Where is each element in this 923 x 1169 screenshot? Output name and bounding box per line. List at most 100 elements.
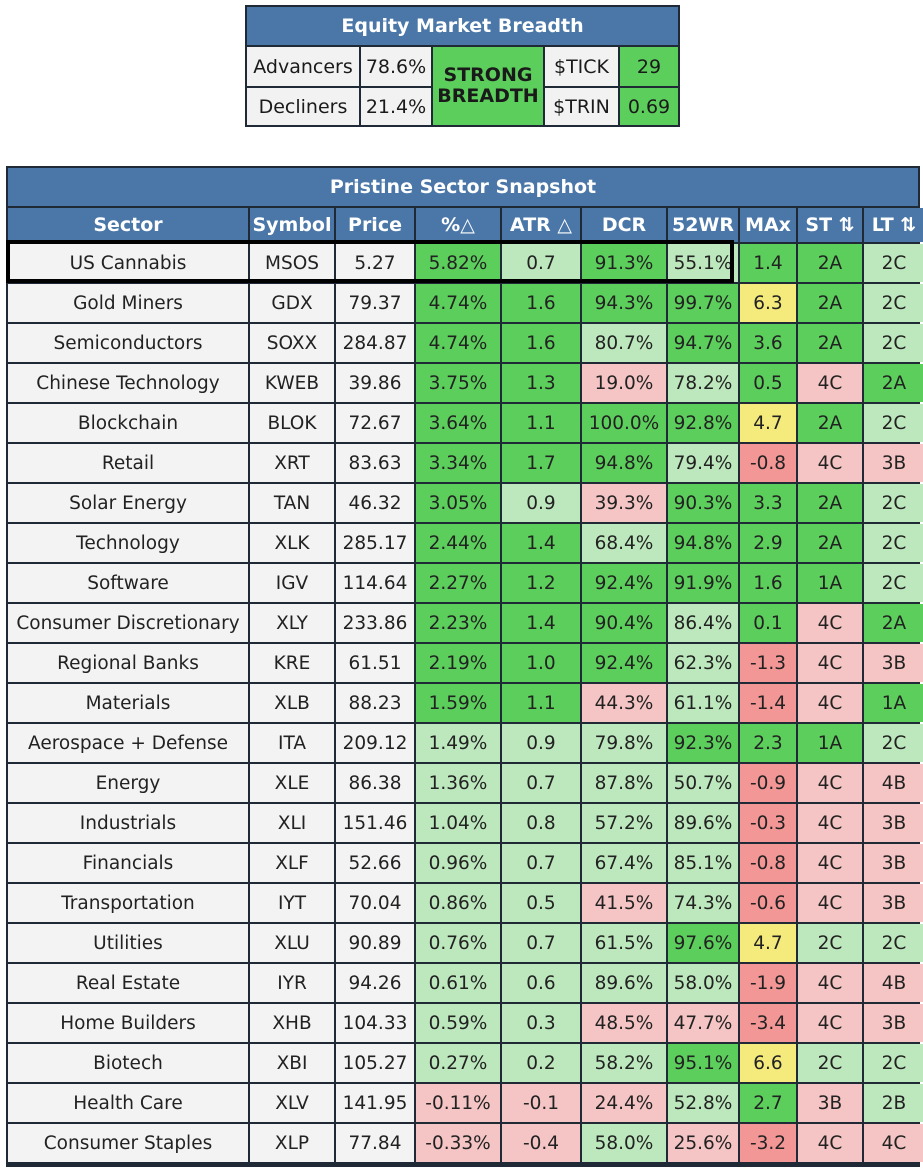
cell-st: 2C	[798, 924, 862, 962]
cell-lt: 2A	[864, 364, 923, 402]
cell-52wr: 58.0%	[668, 964, 738, 1002]
cell-lt: 2A	[864, 604, 923, 642]
cell-max: 2.9	[740, 524, 796, 562]
equity-market-breadth-table: Equity Market Breadth Advancers 78.6% De…	[245, 5, 680, 127]
cell-dcr: 91.3%	[582, 244, 666, 282]
cell-max: 1.4	[740, 244, 796, 282]
cell-52wr: 91.9%	[668, 564, 738, 602]
cell-52wr: 94.7%	[668, 324, 738, 362]
cell-st: 2A	[798, 404, 862, 442]
cell-price: 90.89	[336, 924, 414, 962]
cell-pct-change: 5.82%	[416, 244, 500, 282]
cell-symbol: XLU	[250, 924, 334, 962]
header-52wr: 52WR	[668, 208, 738, 242]
advancers-value: 78.6%	[361, 47, 431, 86]
breadth-title: Equity Market Breadth	[247, 7, 678, 45]
cell-52wr: 92.3%	[668, 724, 738, 762]
cell-sector: Blockchain	[8, 404, 248, 442]
cell-max: 2.3	[740, 724, 796, 762]
cell-lt: 2B	[864, 1084, 923, 1122]
cell-symbol: XLF	[250, 844, 334, 882]
cell-sector: Health Care	[8, 1084, 248, 1122]
cell-sector: Chinese Technology	[8, 364, 248, 402]
cell-symbol: BLOK	[250, 404, 334, 442]
cell-st: 4C	[798, 1124, 862, 1162]
cell-pct-change: 0.86%	[416, 884, 500, 922]
cell-atr-change: 1.7	[502, 444, 580, 482]
cell-dcr: 48.5%	[582, 1004, 666, 1042]
cell-lt: 3B	[864, 1004, 923, 1042]
header-st-sort[interactable]: ST ⇅	[798, 208, 862, 242]
cell-sector: Real Estate	[8, 964, 248, 1002]
cell-max: 6.3	[740, 284, 796, 322]
cell-atr-change: 1.4	[502, 524, 580, 562]
cell-st: 4C	[798, 844, 862, 882]
cell-atr-change: 1.0	[502, 644, 580, 682]
cell-max: -1.3	[740, 644, 796, 682]
cell-atr-change: -0.4	[502, 1124, 580, 1162]
cell-symbol: SOXX	[250, 324, 334, 362]
cell-lt: 2C	[864, 1044, 923, 1082]
cell-symbol: XLV	[250, 1084, 334, 1122]
cell-sector: Industrials	[8, 804, 248, 842]
cell-lt: 1A	[864, 684, 923, 722]
cell-52wr: 61.1%	[668, 684, 738, 722]
cell-symbol: KWEB	[250, 364, 334, 402]
cell-lt: 3B	[864, 444, 923, 482]
cell-pct-change: 1.04%	[416, 804, 500, 842]
cell-dcr: 41.5%	[582, 884, 666, 922]
cell-st: 4C	[798, 444, 862, 482]
cell-pct-change: 2.23%	[416, 604, 500, 642]
cell-atr-change: 0.6	[502, 964, 580, 1002]
cell-pct-change: -0.11%	[416, 1084, 500, 1122]
cell-max: -0.8	[740, 844, 796, 882]
cell-price: 52.66	[336, 844, 414, 882]
cell-atr-change: 0.2	[502, 1044, 580, 1082]
cell-sector: Home Builders	[8, 1004, 248, 1042]
cell-sector: Gold Miners	[8, 284, 248, 322]
cell-symbol: ITA	[250, 724, 334, 762]
cell-st: 1A	[798, 564, 862, 602]
cell-dcr: 68.4%	[582, 524, 666, 562]
cell-dcr: 24.4%	[582, 1084, 666, 1122]
cell-52wr: 25.6%	[668, 1124, 738, 1162]
cell-dcr: 19.0%	[582, 364, 666, 402]
cell-lt: 3B	[864, 884, 923, 922]
cell-pct-change: 2.44%	[416, 524, 500, 562]
cell-sector: Energy	[8, 764, 248, 802]
header-lt-sort[interactable]: LT ⇅	[864, 208, 923, 242]
cell-max: 4.7	[740, 924, 796, 962]
cell-price: 151.46	[336, 804, 414, 842]
cell-sector: Semiconductors	[8, 324, 248, 362]
cell-lt: 3B	[864, 804, 923, 842]
cell-pct-change: 2.27%	[416, 564, 500, 602]
cell-sector: Utilities	[8, 924, 248, 962]
header-atr-change: ATR △	[502, 208, 580, 242]
cell-price: 94.26	[336, 964, 414, 1002]
cell-atr-change: 1.1	[502, 684, 580, 722]
cell-symbol: XBI	[250, 1044, 334, 1082]
cell-max: 3.3	[740, 484, 796, 522]
cell-price: 61.51	[336, 644, 414, 682]
cell-sector: US Cannabis	[8, 244, 248, 282]
cell-symbol: XHB	[250, 1004, 334, 1042]
cell-lt: 2C	[864, 484, 923, 522]
trin-value: 0.69	[620, 88, 678, 125]
cell-sector: Consumer Discretionary	[8, 604, 248, 642]
cell-sector: Materials	[8, 684, 248, 722]
cell-lt: 3B	[864, 844, 923, 882]
cell-52wr: 74.3%	[668, 884, 738, 922]
cell-st: 2A	[798, 284, 862, 322]
cell-dcr: 92.4%	[582, 644, 666, 682]
cell-max: -1.4	[740, 684, 796, 722]
cell-sector: Technology	[8, 524, 248, 562]
cell-st: 4C	[798, 684, 862, 722]
cell-dcr: 61.5%	[582, 924, 666, 962]
cell-st: 3B	[798, 1084, 862, 1122]
cell-pct-change: 0.27%	[416, 1044, 500, 1082]
cell-max: 0.1	[740, 604, 796, 642]
cell-pct-change: 2.19%	[416, 644, 500, 682]
cell-pct-change: 3.64%	[416, 404, 500, 442]
cell-52wr: 50.7%	[668, 764, 738, 802]
cell-pct-change: 1.59%	[416, 684, 500, 722]
